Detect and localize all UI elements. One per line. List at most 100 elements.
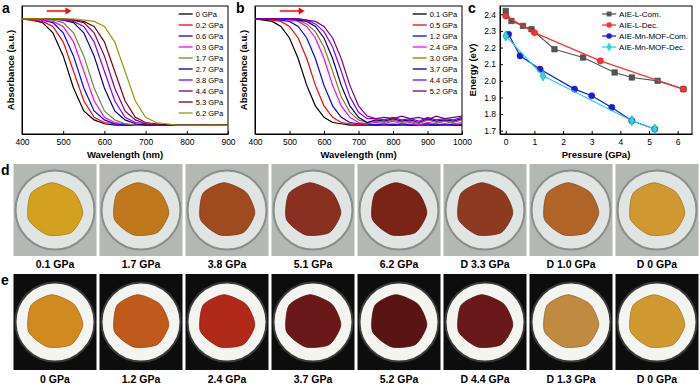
plot-frame: [255, 6, 462, 134]
tick-label: 3: [590, 137, 595, 147]
diamond-anvil-cell: [446, 283, 525, 362]
axis-line: [255, 7, 256, 135]
diamond-anvil-cell: [618, 171, 697, 250]
photo-label: D 1.0 GPa: [546, 258, 595, 270]
crystal: [200, 295, 255, 348]
photo-background: [272, 274, 355, 370]
shift-arrow: [280, 8, 305, 15]
tick-label: 900: [221, 137, 235, 147]
photo-label: 1.7 GPa: [122, 258, 161, 270]
tick: 800: [180, 131, 194, 147]
chart-panel: 4005006007008009001000Wavelength (nm)Abs…: [236, 0, 472, 160]
tick: 6: [676, 131, 681, 147]
data-point: [629, 116, 635, 126]
photo-label: D 0 GPa: [637, 258, 677, 270]
legend-entry: 2.7 GPa: [179, 65, 224, 74]
tick-label: 900: [421, 137, 435, 147]
photo-label: 1.2 GPa: [122, 373, 161, 385]
crystal: [114, 183, 169, 236]
legend-swatch: [179, 57, 193, 58]
tick: 700: [139, 131, 153, 147]
tick-label: 1.7: [484, 126, 496, 136]
series-line: [255, 19, 462, 125]
photo-background: [530, 274, 613, 370]
tick: 4: [618, 131, 623, 147]
legend-swatch: [413, 90, 427, 91]
tick-mark: [500, 114, 503, 115]
diamond-anvil-cell: [618, 283, 697, 362]
legend-label: 1.2 GPa: [430, 32, 458, 41]
photo: 1.2 GPa: [100, 274, 183, 385]
legend: AIE-L-Com.AIE-L-Dec.AIE-Mn-MOF-Com.AIE-M…: [602, 10, 688, 52]
tick-mark: [428, 131, 429, 134]
photo: D 0 GPa: [616, 164, 699, 270]
arrow-shaft: [47, 10, 68, 12]
tick-label: 600: [317, 137, 331, 147]
data-point: [552, 46, 557, 51]
tick-label: 600: [98, 137, 112, 147]
data-point: [537, 66, 543, 72]
legend-entry: 3.8 GPa: [179, 76, 224, 85]
tick-mark: [500, 131, 503, 132]
tick-mark: [678, 131, 679, 134]
legend-label: 3.0 GPa: [430, 54, 458, 63]
photo-background: [100, 164, 183, 256]
legend-marker: [607, 12, 612, 17]
photo-row: 0.1 GPa1.7 GPa3.8 GPa5.1 GPa6.2 GPaD 3.3…: [1, 162, 699, 270]
tick-label: 5: [647, 137, 652, 147]
legend-entry: 5.3 GPa: [179, 98, 224, 107]
tick-label: 500: [57, 137, 71, 147]
legend-entry: 0.2 GPa: [179, 21, 224, 30]
tick-label: 400: [248, 137, 262, 147]
legend-label: 0.9 GPa: [196, 43, 224, 52]
photo: 3.8 GPa: [186, 164, 269, 270]
series-line: [22, 19, 228, 125]
diamond-anvil-cell: [532, 171, 611, 250]
crystal: [630, 183, 685, 236]
photo: D 1.3 GPa: [530, 274, 613, 385]
photo: 3.7 GPa: [272, 274, 355, 385]
photo-background: [444, 274, 527, 370]
plot-frame: [500, 6, 692, 134]
figure-container: 400500600700800900Wavelength (nm)Absorba…: [0, 0, 700, 388]
legend-entry: 6.2 GPa: [179, 109, 224, 118]
series-line: [22, 19, 228, 125]
plot-area: [22, 19, 228, 125]
photo-background: [186, 164, 269, 256]
tick-label: 2.0: [484, 76, 496, 86]
photo-label: 0 GPa: [40, 373, 70, 385]
series-line: [22, 19, 228, 125]
crystal: [28, 183, 83, 236]
chart-panel: 400500600700800900Wavelength (nm)Absorba…: [2, 0, 236, 160]
tick: 2.0: [484, 76, 503, 86]
tick-label: 2.2: [484, 43, 496, 53]
y-axis: [255, 7, 256, 135]
legend-label: 1.7 GPa: [196, 54, 224, 63]
data-point: [580, 55, 585, 60]
legend-swatch: [179, 112, 193, 113]
legend-swatch: [179, 24, 193, 25]
photo: 2.4 GPa: [186, 274, 269, 385]
photo-background: [186, 274, 269, 370]
legend-swatch: [413, 46, 427, 47]
legend-swatch: [413, 68, 427, 69]
series-line: [22, 19, 228, 125]
tick-mark: [500, 48, 503, 49]
data-point: [652, 124, 658, 134]
diamond-anvil-cell: [188, 283, 267, 362]
data-point: [681, 86, 686, 91]
tick-mark: [592, 131, 593, 134]
legend-entry: 2.4 GPa: [413, 43, 458, 52]
tick: 700: [352, 131, 366, 147]
legend-marker: [606, 42, 611, 51]
x-axis: 400500600700800900: [15, 131, 235, 147]
legend-entry: 3.0 GPa: [413, 54, 458, 63]
panel-label: c: [468, 0, 476, 16]
legend-swatch: [179, 90, 193, 91]
diamond-anvil-cell: [102, 283, 181, 362]
crystal: [458, 295, 513, 348]
photo-label: D 0 GPa: [637, 373, 677, 385]
x-axis: 0123456: [501, 131, 693, 147]
crystal: [372, 183, 427, 236]
legend-label: 3.7 GPa: [430, 65, 458, 74]
